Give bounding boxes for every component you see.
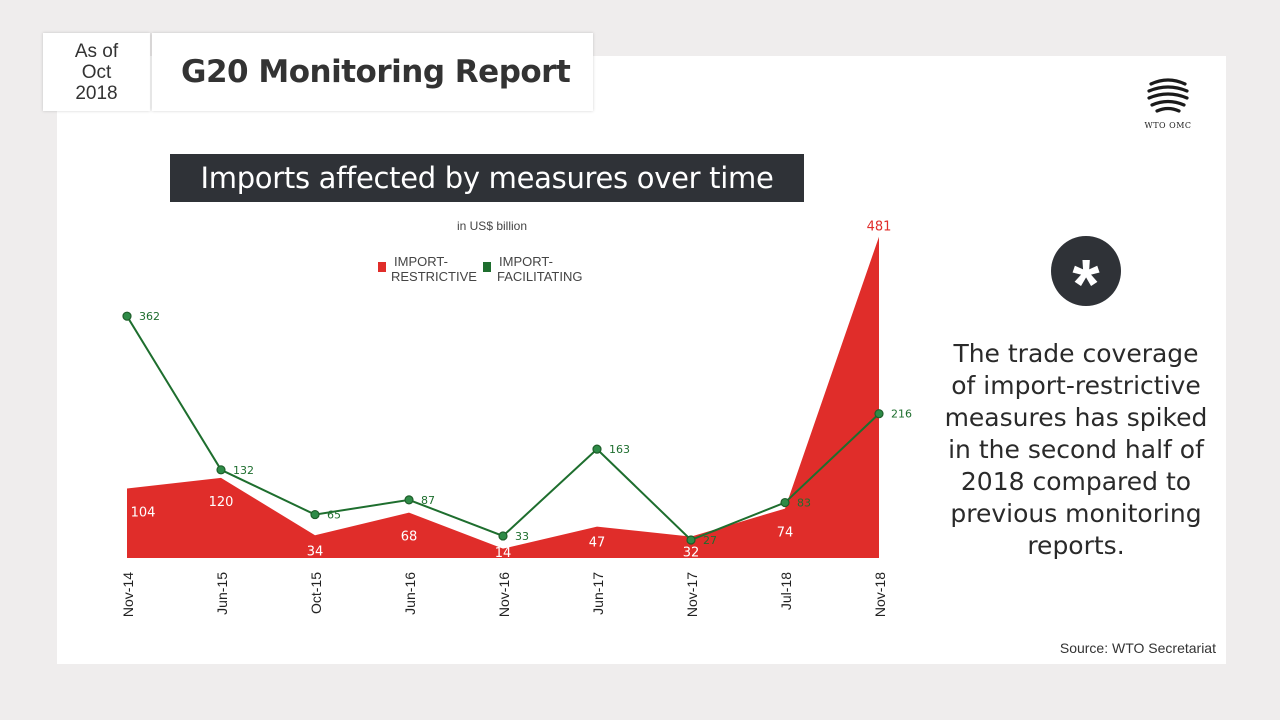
x-tick-8: Nov-18 bbox=[872, 572, 888, 617]
report-title-box: G20 Monitoring Report bbox=[152, 33, 593, 111]
restrictive-value-labels: 104 120 34 68 14 47 32 74 481 bbox=[131, 220, 892, 561]
legend-label-facilitating-1: IMPORT- bbox=[499, 254, 553, 269]
wto-logo-text: WTO OMC bbox=[1144, 121, 1192, 130]
x-tick-5: Jun-17 bbox=[590, 572, 606, 615]
report-date-box: As of Oct 2018 bbox=[43, 33, 150, 111]
report-month: Oct bbox=[81, 61, 112, 83]
restrictive-value-0: 104 bbox=[131, 506, 156, 521]
chart-title: Imports affected by measures over time bbox=[170, 154, 804, 202]
x-tick-3: Jun-16 bbox=[402, 572, 418, 615]
facilitating-value-7: 83 bbox=[797, 497, 811, 510]
facilitating-point-8 bbox=[874, 409, 884, 419]
facilitating-point-2 bbox=[310, 509, 320, 520]
facilitating-point-4 bbox=[498, 531, 508, 541]
facilitating-value-labels: 362 132 65 87 33 163 27 83 216 bbox=[139, 310, 912, 547]
report-year: 2018 bbox=[75, 82, 118, 104]
restrictive-value-7: 74 bbox=[777, 526, 794, 541]
asterisk-icon: * bbox=[1051, 236, 1121, 319]
x-axis-ticks: Nov-14 Jun-15 Oct-15 Jun-16 Nov-16 Jun-17 Nov-… bbox=[120, 572, 888, 617]
x-tick-7: Jul-18 bbox=[778, 572, 794, 610]
as-of-label: As of bbox=[74, 40, 119, 62]
legend-swatch-facilitating bbox=[483, 262, 491, 272]
report-title: G20 Monitoring Report bbox=[181, 54, 571, 90]
facilitating-value-8: 216 bbox=[891, 408, 912, 421]
source-note: Source: WTO Secretariat bbox=[1059, 640, 1216, 656]
facilitating-value-1: 132 bbox=[233, 464, 254, 477]
unit-label: in US$ billion bbox=[457, 219, 527, 233]
legend-label-restrictive-1: IMPORT- bbox=[394, 254, 448, 269]
x-tick-6: Nov-17 bbox=[684, 572, 700, 617]
restrictive-value-6: 32 bbox=[683, 546, 700, 561]
legend-label-restrictive-2: RESTRICTIVE bbox=[391, 269, 477, 284]
facilitating-value-2: 65 bbox=[327, 509, 341, 522]
facilitating-point-0 bbox=[122, 311, 132, 321]
facilitating-value-5: 163 bbox=[609, 443, 630, 456]
x-tick-1: Jun-15 bbox=[214, 572, 230, 615]
restrictive-value-1: 120 bbox=[209, 495, 234, 510]
x-tick-0: Nov-14 bbox=[120, 572, 136, 617]
restrictive-value-2: 34 bbox=[307, 544, 324, 559]
facilitating-value-0: 362 bbox=[139, 310, 160, 323]
restrictive-value-5: 47 bbox=[589, 536, 606, 551]
x-tick-2: Oct-15 bbox=[308, 572, 324, 614]
facilitating-point-7 bbox=[780, 497, 790, 508]
wto-logo: WTO OMC bbox=[1140, 74, 1196, 134]
x-tick-4: Nov-16 bbox=[496, 572, 512, 617]
restrictive-value-4: 14 bbox=[495, 546, 512, 561]
legend-swatch-restrictive bbox=[378, 262, 386, 272]
restrictive-area bbox=[127, 236, 879, 558]
restrictive-value-3: 68 bbox=[401, 530, 418, 545]
facilitating-value-4: 33 bbox=[515, 530, 529, 543]
annotation-text: The trade coverage of import-restrictive… bbox=[944, 339, 1208, 560]
facilitating-point-3 bbox=[404, 495, 414, 505]
facilitating-point-1 bbox=[216, 465, 226, 475]
facilitating-point-6 bbox=[686, 535, 696, 545]
restrictive-value-8: 481 bbox=[867, 220, 892, 235]
legend-label-facilitating-2: FACILITATING bbox=[497, 269, 582, 284]
legend: IMPORT- RESTRICTIVE IMPORT- FACILITATING bbox=[378, 254, 582, 284]
facilitating-points bbox=[122, 311, 884, 545]
facilitating-value-6: 27 bbox=[703, 534, 717, 547]
wto-globe-icon bbox=[1147, 78, 1189, 113]
facilitating-point-5 bbox=[592, 444, 602, 454]
facilitating-value-3: 87 bbox=[421, 494, 435, 507]
